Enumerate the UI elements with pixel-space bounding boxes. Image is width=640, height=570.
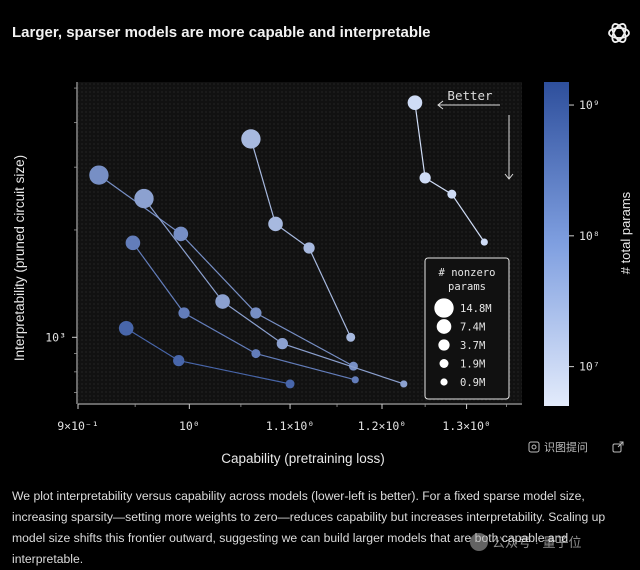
data-point: [118, 320, 134, 336]
data-point: [480, 238, 488, 246]
watermark-logo-icon: [470, 532, 488, 551]
data-point: [251, 349, 261, 359]
data-point: [268, 216, 283, 232]
image-toolbar: 识图提问: [528, 439, 624, 455]
lens-icon[interactable]: [528, 441, 540, 453]
data-point: [241, 129, 261, 149]
series-line: [143, 198, 404, 385]
data-point: [400, 380, 408, 388]
size-legend-marker: [438, 339, 450, 351]
data-point: [447, 189, 457, 199]
data-point: [351, 376, 359, 384]
data-point: [346, 332, 356, 342]
size-legend: # nonzero params 14.8M 7.4M 3.7M 1.9M 0.9M: [424, 257, 510, 400]
data-point: [173, 226, 189, 242]
watermark: 公众号 · 量子位: [470, 532, 582, 551]
size-legend-label: 7.4M: [460, 322, 485, 334]
data-point: [407, 95, 423, 110]
data-point: [250, 307, 262, 319]
data-point: [125, 235, 141, 251]
size-legend-label: 3.7M: [460, 340, 485, 352]
x-tick-label: 1.3×10⁰: [442, 419, 490, 433]
series-line: [132, 242, 356, 381]
interpretability-capability-chart: 9×10⁻¹ 10⁰ 1.1×10⁰ 1.2×10⁰ 1.3×10⁰ 10³ Capab…: [12, 82, 633, 466]
colorbar-tick-label: 10⁹: [579, 98, 600, 112]
size-legend-title-2: params: [448, 281, 486, 293]
data-point: [134, 188, 154, 209]
share-icon[interactable]: [612, 441, 624, 453]
data-point: [215, 294, 230, 309]
x-tick-label: 1.1×10⁰: [266, 419, 314, 433]
y-tick-label: 10³: [45, 330, 66, 344]
data-point: [276, 337, 288, 350]
x-tick-label: 1.2×10⁰: [358, 419, 406, 433]
lens-button-label[interactable]: 识图提问: [544, 442, 588, 454]
data-point: [173, 355, 185, 367]
colorbar: [544, 82, 569, 406]
size-legend-title-1: # nonzero: [439, 267, 496, 279]
colorbar-label: # total params: [618, 191, 633, 274]
x-tick-label: 9×10⁻¹: [57, 419, 99, 433]
size-legend-label: 14.8M: [460, 303, 492, 315]
data-point: [419, 172, 431, 184]
size-legend-marker: [440, 378, 448, 386]
size-legend-marker: [436, 319, 452, 334]
colorbar-tick-label: 10⁸: [579, 229, 600, 243]
data-point: [178, 307, 190, 319]
size-legend-label: 0.9M: [460, 377, 485, 389]
colorbar-tick-label: 10⁷: [579, 360, 600, 374]
series-line: [250, 138, 352, 338]
data-point: [285, 379, 295, 389]
data-point: [303, 242, 315, 254]
y-axis-label: Interpretability (pruned circuit size): [12, 155, 27, 361]
data-point: [89, 165, 109, 185]
series-line: [414, 102, 485, 243]
openai-logo-icon[interactable]: [606, 20, 632, 46]
watermark-text: 公众号 · 量子位: [492, 535, 582, 550]
x-tick-label: 10⁰: [179, 419, 200, 433]
size-legend-label: 1.9M: [460, 359, 485, 371]
better-arrow-left-icon: [437, 100, 500, 110]
better-arrow-down-icon: [504, 115, 514, 180]
chart-title: Larger, sparser models are more capable …: [12, 24, 431, 41]
x-axis-label: Capability (pretraining loss): [221, 451, 385, 466]
size-legend-marker: [434, 298, 454, 318]
size-legend-marker: [439, 359, 449, 368]
better-label: Better: [447, 88, 493, 103]
figure-caption: We plot interpretability versus capabili…: [12, 489, 606, 566]
